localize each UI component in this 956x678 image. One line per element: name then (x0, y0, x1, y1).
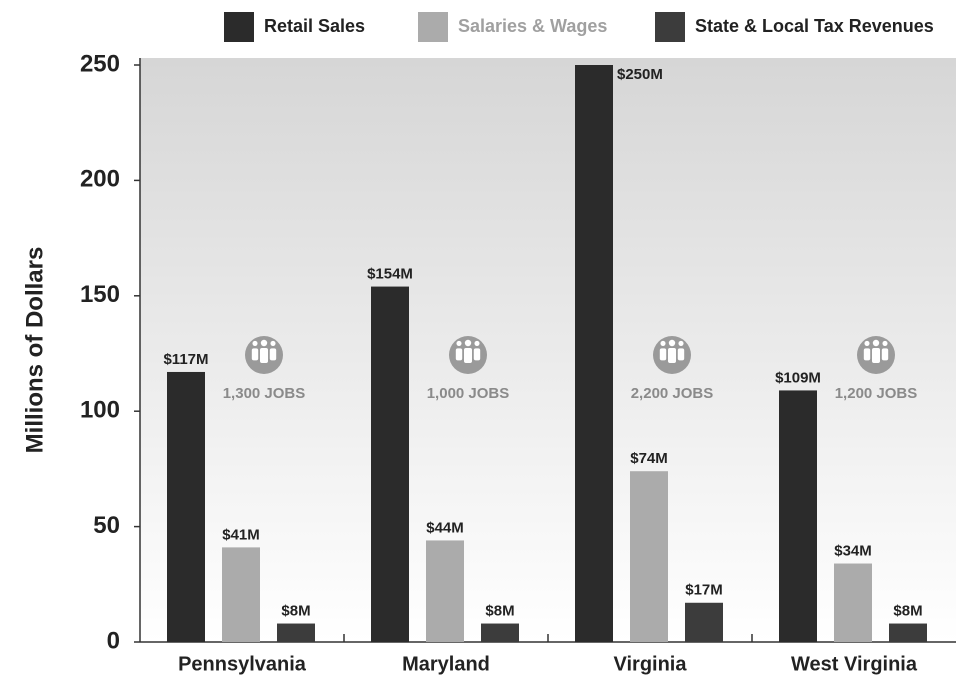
value-label: $8M (485, 603, 514, 620)
bar (277, 623, 315, 642)
icon-head (660, 340, 666, 346)
icon-head (270, 340, 276, 346)
y-tick-label: 150 (80, 281, 120, 308)
jobs-icon (857, 336, 895, 374)
icon-head (464, 339, 472, 347)
icon-head (678, 340, 684, 346)
value-label: $8M (281, 603, 310, 620)
icon-head (456, 340, 462, 346)
jobs-label: 1,200 JOBS (835, 385, 918, 402)
legend-label: Retail Sales (264, 16, 365, 36)
bar (889, 623, 927, 642)
y-axis-title: Millions of Dollars (21, 247, 48, 454)
value-label: $74M (630, 450, 668, 467)
legend-label: State & Local Tax Revenues (695, 16, 934, 36)
icon-body (251, 348, 259, 361)
icon-body (881, 348, 889, 361)
icon-body (659, 348, 667, 361)
bar (630, 471, 668, 642)
jobs-icon (245, 336, 283, 374)
icon-body (668, 348, 676, 363)
icon-body (473, 348, 481, 361)
bar (575, 65, 613, 642)
value-label: $109M (775, 369, 821, 386)
icon-head (864, 340, 870, 346)
y-tick-label: 50 (93, 512, 120, 539)
icon-head (252, 340, 258, 346)
bar (834, 563, 872, 642)
bar (779, 390, 817, 642)
icon-body (455, 348, 463, 361)
y-tick-label: 100 (80, 397, 120, 424)
bar (685, 602, 723, 642)
x-tick-label: Virginia (614, 653, 688, 675)
jobs-icon (653, 336, 691, 374)
x-tick-label: Pennsylvania (178, 653, 307, 675)
x-tick-label: Maryland (402, 653, 490, 675)
value-label: $41M (222, 526, 260, 543)
value-label: $154M (367, 266, 413, 283)
value-label: $44M (426, 519, 464, 536)
icon-head (668, 339, 676, 347)
y-tick-label: 250 (80, 50, 120, 77)
bar (167, 371, 205, 642)
jobs-label: 2,200 JOBS (631, 385, 714, 402)
icon-body (260, 348, 268, 363)
icon-body (872, 348, 880, 363)
value-label: $250M (617, 66, 663, 83)
icon-head (260, 339, 268, 347)
y-tick-label: 200 (80, 166, 120, 193)
icon-body (464, 348, 472, 363)
bar (371, 286, 409, 642)
icon-head (872, 339, 880, 347)
value-label: $8M (893, 603, 922, 620)
legend-label: Salaries & Wages (458, 16, 607, 36)
jobs-label: 1,000 JOBS (427, 385, 510, 402)
legend-swatch (224, 12, 254, 42)
icon-body (269, 348, 277, 361)
bar (426, 540, 464, 642)
legend-swatch (655, 12, 685, 42)
icon-body (863, 348, 871, 361)
jobs-label: 1,300 JOBS (223, 385, 306, 402)
jobs-icon (449, 336, 487, 374)
icon-body (677, 348, 685, 361)
y-tick-label: 0 (107, 627, 120, 654)
bar (222, 547, 260, 642)
icon-head (882, 340, 888, 346)
value-label: $34M (834, 542, 872, 559)
x-tick-label: West Virginia (791, 653, 918, 675)
value-label: $117M (163, 351, 208, 368)
value-label: $17M (685, 582, 723, 599)
icon-head (474, 340, 480, 346)
legend-swatch (418, 12, 448, 42)
bar (481, 623, 519, 642)
